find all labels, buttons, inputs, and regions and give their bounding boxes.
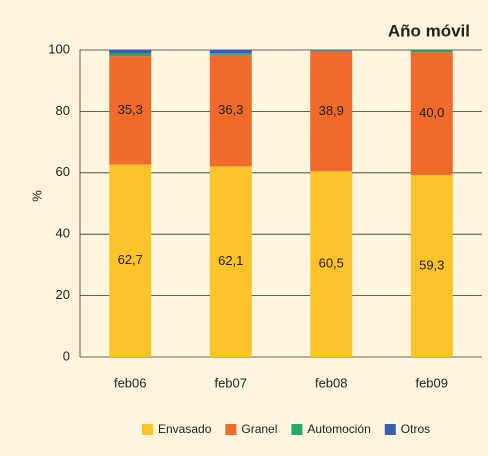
bar-segment: [310, 51, 353, 172]
data-label: 62,7: [118, 252, 143, 267]
y-axis-label: %: [29, 190, 44, 202]
legend-label: Envasado: [158, 422, 212, 436]
bar-segment: [209, 54, 252, 167]
data-label: 59,3: [419, 257, 444, 272]
x-tick-label: feb07: [214, 375, 247, 390]
x-tick-label: feb06: [114, 375, 147, 390]
legend-swatch: [384, 424, 396, 435]
y-tick-label: 20: [56, 287, 70, 302]
y-tick-label: 40: [56, 226, 70, 241]
data-label: 38,9: [319, 103, 344, 118]
bar-segment: [310, 50, 353, 52]
bar-segment: [410, 174, 453, 357]
y-tick-label: 60: [56, 164, 70, 179]
y-tick-label: 0: [63, 348, 70, 363]
x-tick-label: feb09: [415, 375, 448, 390]
bar-segment: [310, 171, 353, 357]
legend-swatch: [291, 424, 303, 435]
bar-segment: [310, 50, 353, 51]
data-label: 36,3: [218, 102, 243, 117]
data-label: 62,1: [218, 253, 243, 268]
legend-swatch: [142, 424, 153, 435]
data-label: 40,0: [419, 105, 444, 120]
legend-swatch: [225, 424, 237, 435]
bar-segment: [410, 52, 453, 175]
bar-segment: [109, 50, 152, 54]
y-tick-label: 80: [56, 103, 70, 118]
bar-segment: [209, 53, 252, 55]
bar-segment: [209, 50, 252, 54]
x-tick-label: feb08: [315, 375, 348, 390]
legend-label: Otros: [401, 422, 430, 436]
data-label: 35,3: [118, 102, 143, 117]
bar-segment: [109, 56, 152, 165]
bar-segment: [109, 53, 152, 57]
data-label: 60,5: [319, 256, 344, 271]
bar-segment: [410, 50, 453, 53]
chart-title: Año móvil: [388, 21, 470, 40]
bar-segment: [109, 164, 152, 357]
bar-segment: [209, 166, 252, 357]
legend-label: Granel: [241, 422, 277, 436]
legend-label: Automoción: [307, 422, 370, 436]
y-tick-label: 100: [48, 41, 70, 56]
